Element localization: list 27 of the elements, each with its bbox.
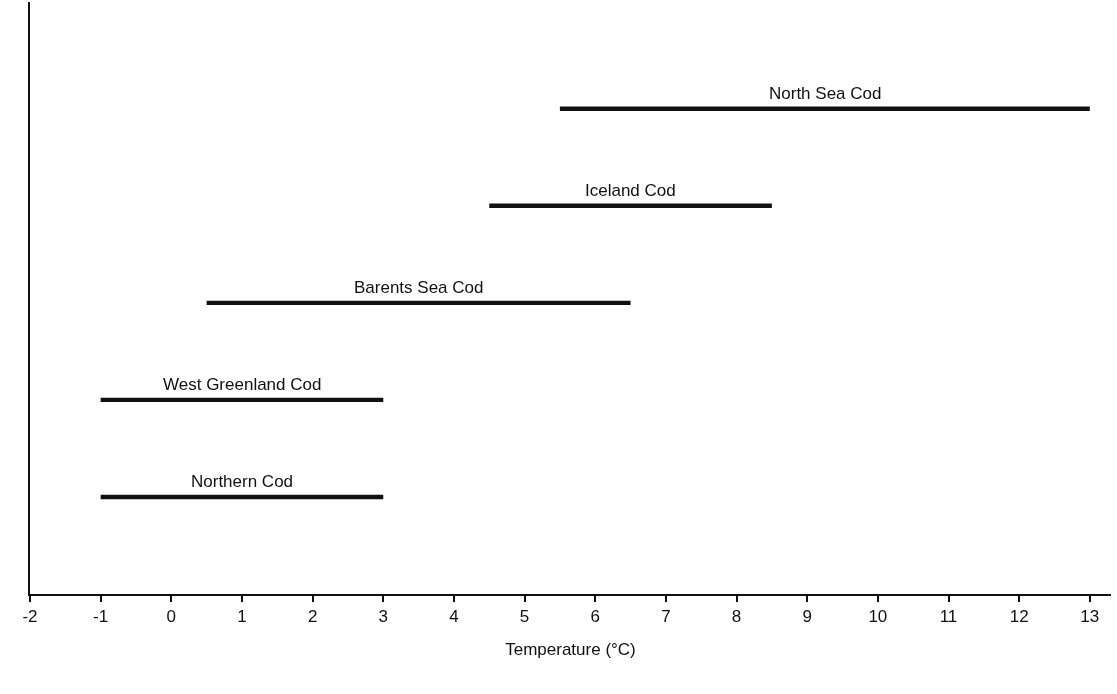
- x-axis-title: Temperature (°C): [505, 640, 636, 660]
- x-tick-label: 3: [378, 607, 388, 627]
- x-tick-label: 7: [661, 607, 671, 627]
- x-tick-label: -1: [93, 607, 109, 627]
- x-tick-label: 11: [939, 607, 958, 627]
- bar: [489, 203, 772, 208]
- x-tick-label: -2: [22, 607, 38, 627]
- x-tick-label: 12: [1009, 607, 1029, 627]
- x-tick-label: 4: [449, 607, 459, 627]
- y-tick-label: Northern Cod: [191, 472, 294, 491]
- y-tick-label: North Sea Cod: [769, 84, 882, 103]
- x-tick-label: 10: [868, 607, 888, 627]
- x-tick-label: 9: [802, 607, 812, 627]
- x-tick-label: 1: [237, 607, 247, 627]
- x-tick-label: 2: [307, 607, 318, 627]
- y-tick-label: West Greenland Cod: [163, 375, 322, 394]
- bar: [206, 300, 631, 306]
- bar: [100, 397, 384, 403]
- bar: [559, 106, 1090, 111]
- x-tick-label: 8: [731, 607, 742, 627]
- y-tick-label: Iceland Cod: [585, 181, 676, 200]
- x-tick-label: 13: [1080, 607, 1100, 627]
- y-tick-label: Barents Sea Cod: [354, 278, 484, 297]
- x-tick-label: 0: [166, 607, 177, 627]
- bar: [100, 494, 384, 500]
- x-tick-label: 5: [519, 607, 530, 627]
- x-tick-label: 6: [590, 607, 600, 627]
